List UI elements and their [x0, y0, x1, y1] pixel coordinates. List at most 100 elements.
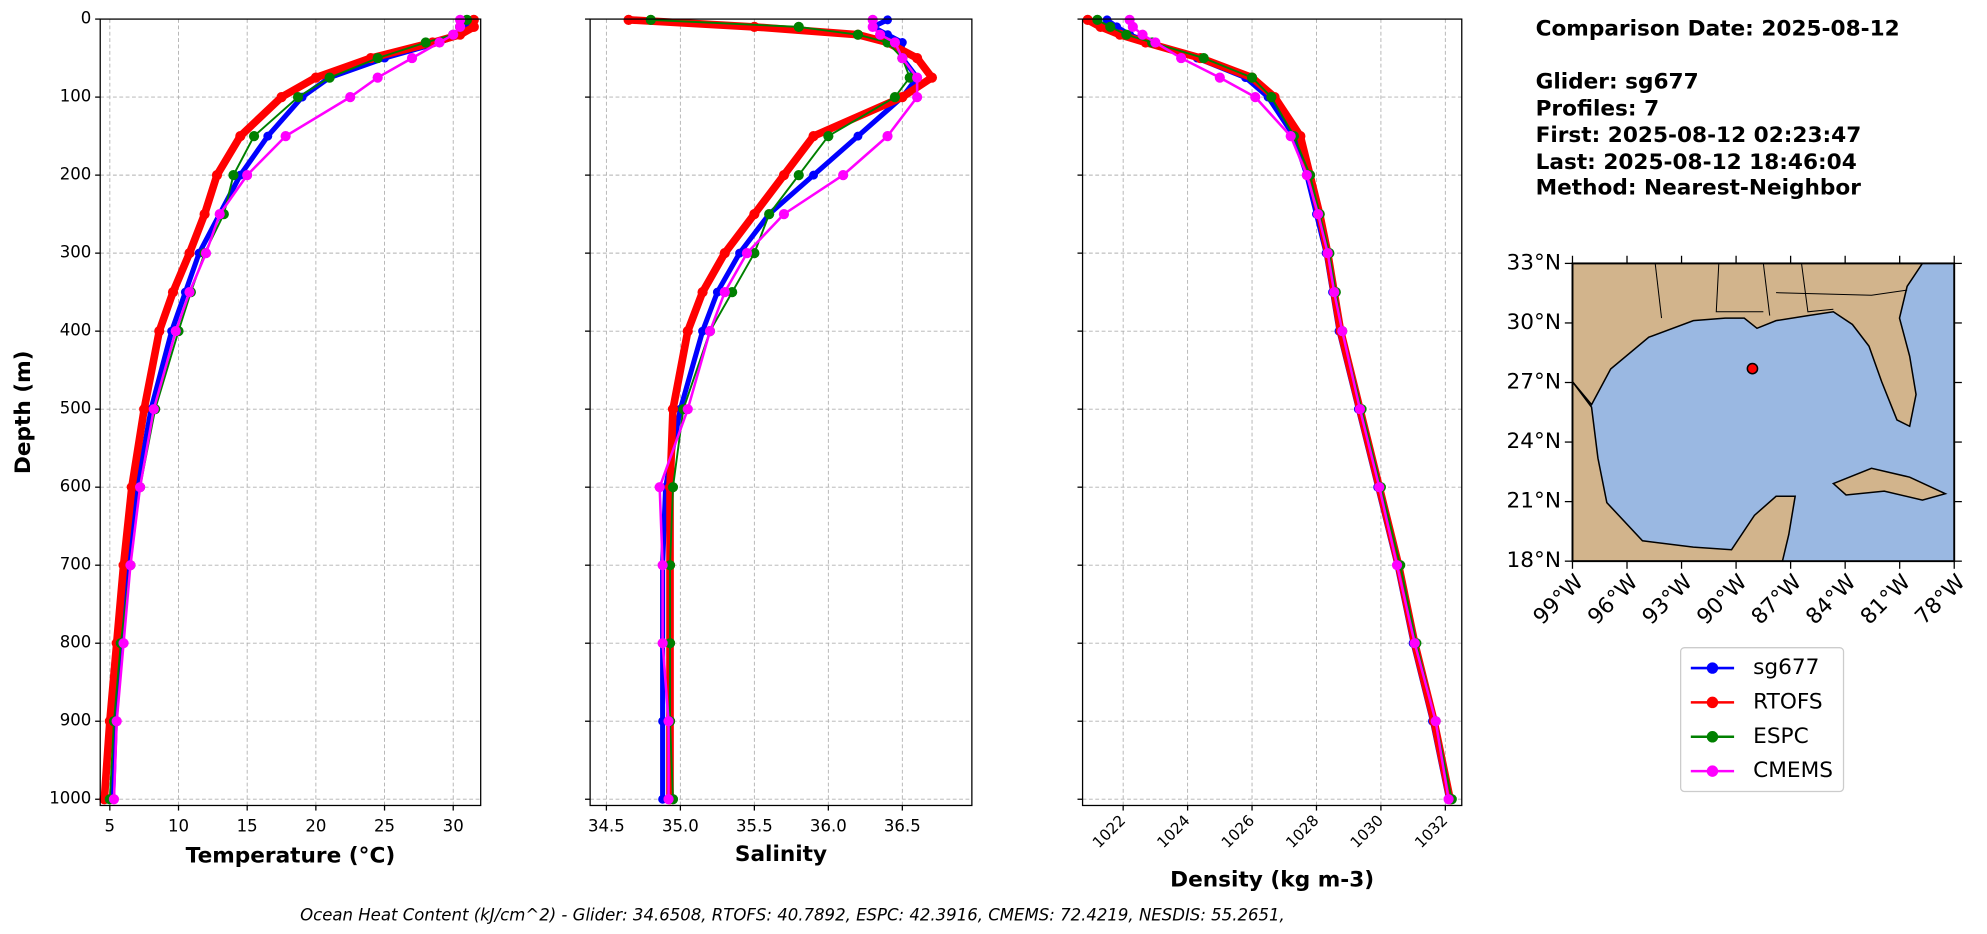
y-tick-label: 30°N [1507, 310, 1562, 335]
border [1776, 289, 1908, 296]
series-marker [1121, 29, 1132, 40]
land [1572, 263, 1948, 562]
y-tick-label: 100 [60, 87, 92, 106]
series-marker [184, 287, 195, 298]
series-marker [310, 72, 321, 83]
x-axis-label: Salinity [735, 842, 827, 867]
series-marker [663, 716, 674, 727]
series-marker [764, 209, 775, 220]
series-marker [1266, 92, 1277, 103]
x-tick-label: 1022 [1089, 811, 1129, 851]
series-marker [682, 404, 693, 415]
series-marker [184, 248, 195, 259]
info-line: First: 2025-08-12 02:23:47 [1536, 123, 1862, 148]
series-marker [1285, 131, 1296, 142]
series-marker [793, 170, 804, 181]
series-marker [125, 560, 136, 571]
panel: 1022 1024 1026 1028 1030 1032 Density (kg m-3) [1077, 14, 1463, 893]
series-marker [793, 21, 804, 32]
x-axis-label: Density (kg m-3) [1170, 868, 1374, 893]
series-marker [654, 482, 665, 493]
series-marker [118, 638, 129, 649]
series-marker [657, 638, 668, 649]
series-marker [148, 404, 159, 415]
series-marker [372, 72, 383, 83]
border [1801, 263, 1834, 313]
glider-position [1746, 362, 1759, 375]
x-tick-label: 1032 [1411, 811, 1451, 851]
info-line: Method: Nearest-Neighbor [1536, 175, 1862, 200]
y-tick-label: 400 [60, 321, 92, 340]
x-tick-label: 1030 [1347, 811, 1387, 851]
series-marker [406, 53, 418, 64]
y-tick-label: 200 [60, 165, 92, 184]
border [1654, 263, 1663, 319]
series-marker [778, 209, 790, 220]
info-line: Glider: sg677 [1536, 70, 1699, 95]
x-tick-label: 1028 [1282, 811, 1322, 851]
x-tick-label: 34.5 [588, 817, 625, 836]
series-marker [454, 21, 466, 32]
series-marker [852, 29, 864, 40]
series-marker [200, 248, 212, 259]
series-marker [749, 248, 760, 259]
y-tick-label: 300 [60, 243, 92, 262]
series-marker [345, 92, 356, 103]
series-marker [108, 794, 120, 805]
y-tick-label: 18°N [1507, 548, 1562, 573]
series-marker [111, 716, 122, 727]
series-marker [664, 638, 676, 649]
x-tick-label: 36.5 [884, 817, 921, 836]
series-marker [167, 287, 179, 298]
y-tick-label: 800 [60, 633, 92, 652]
series-marker [292, 92, 304, 103]
y-tick-label: 0 [81, 9, 92, 28]
series-marker [867, 14, 878, 25]
series-marker [897, 38, 907, 47]
series-marker [1354, 404, 1366, 415]
x-tick-label: 78°W [1910, 570, 1970, 630]
y-tick-label: 900 [60, 711, 92, 730]
plot-area [623, 14, 938, 805]
panel: 0 100 200 300 400 500 600 700 800 900 1000 5 10 15 20 2… [11, 9, 482, 868]
series-marker [276, 92, 287, 103]
legend-label: RTOFS [1753, 689, 1822, 714]
panel: 34.5 35.0 35.5 36.0 36.5 Salinity [585, 14, 973, 867]
land-cuba [1831, 467, 1948, 501]
x-tick-label: 35.5 [736, 817, 773, 836]
series-marker [1105, 21, 1116, 32]
series-marker [853, 131, 863, 141]
map-frame [1571, 262, 1956, 563]
y-tick-label: 33°N [1507, 250, 1562, 275]
x-tick-label: 1024 [1153, 811, 1193, 851]
series-marker [663, 794, 674, 805]
series-marker [248, 131, 260, 142]
series-marker [823, 131, 834, 142]
legend-marker [1706, 765, 1719, 777]
x-tick-label: 25 [374, 817, 395, 836]
series-marker [154, 326, 165, 337]
series-marker [1337, 326, 1348, 337]
series-marker [1430, 716, 1441, 727]
x-tick-label: 20 [305, 817, 326, 836]
series-marker [875, 29, 886, 40]
series-marker [134, 482, 146, 493]
series-marker [242, 170, 253, 181]
series-marker [1409, 638, 1420, 649]
x-tick-label: 96°W [1583, 570, 1643, 630]
footer: Ocean Heat Content (kJ/cm^2) - Glider: 3… [300, 906, 1285, 925]
series-marker [1137, 29, 1148, 40]
info-line: Profiles: 7 [1536, 96, 1660, 121]
series-marker [645, 14, 656, 25]
y-tick-label: 24°N [1507, 429, 1562, 454]
y-tick-label: 700 [60, 555, 92, 574]
series-marker [211, 170, 223, 181]
series-marker [235, 170, 245, 180]
x-tick-label: 15 [237, 817, 258, 836]
series-marker [420, 37, 431, 48]
series-marker [1443, 794, 1454, 805]
series-marker [214, 209, 225, 220]
series-marker [897, 53, 908, 64]
